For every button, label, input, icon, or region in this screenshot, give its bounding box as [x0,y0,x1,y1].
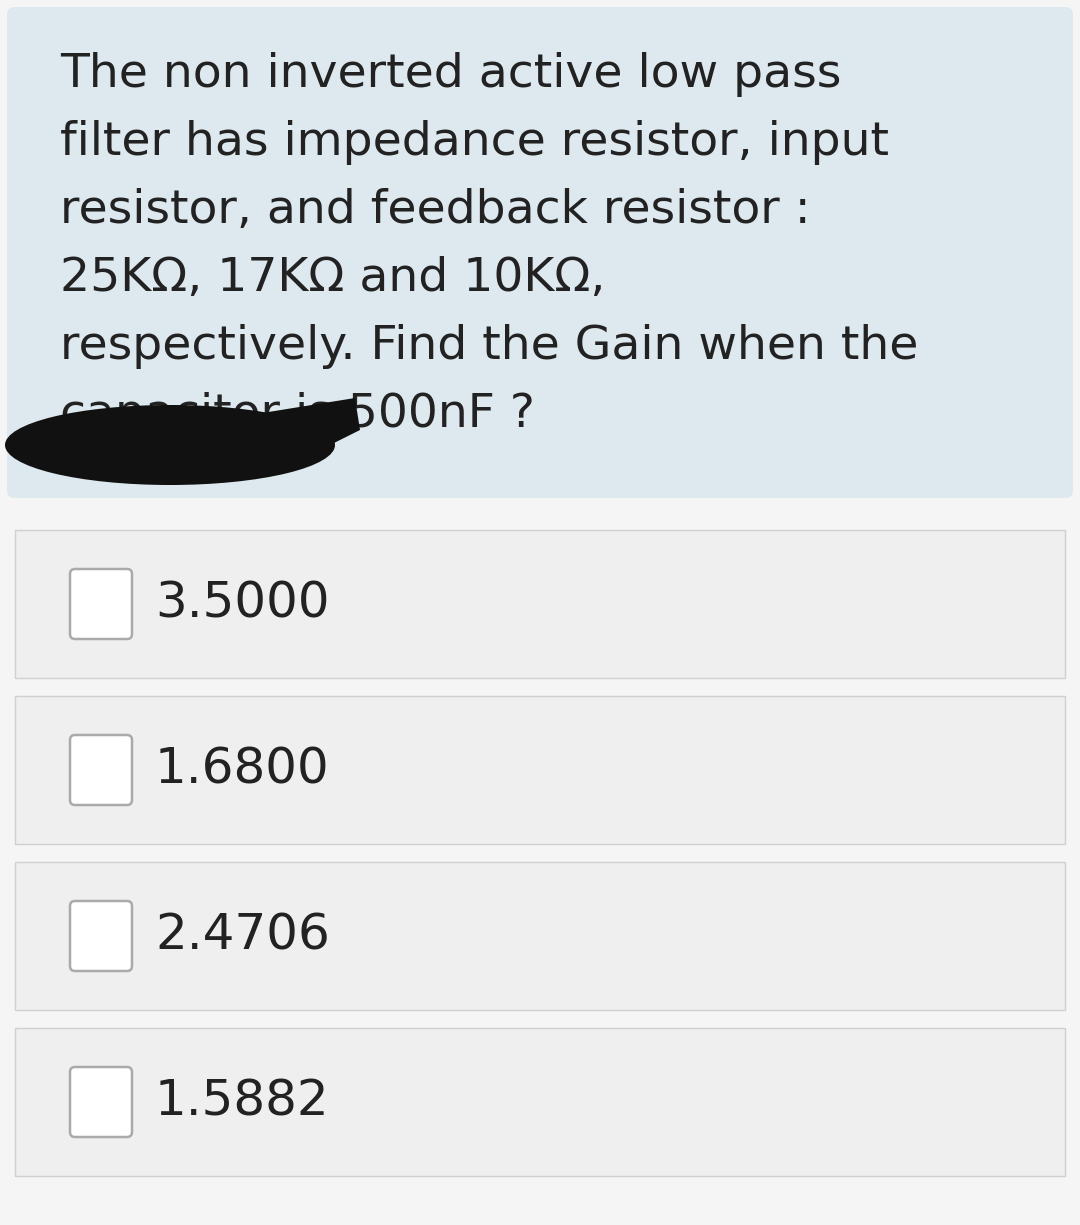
Text: respectively. Find the Gain when the: respectively. Find the Gain when the [60,323,918,369]
FancyBboxPatch shape [15,1028,1065,1176]
FancyBboxPatch shape [70,568,132,639]
Text: The non inverted active low pass: The non inverted active low pass [60,51,841,97]
FancyBboxPatch shape [15,696,1065,844]
Polygon shape [249,398,360,445]
Text: filter has impedance resistor, input: filter has impedance resistor, input [60,120,889,165]
FancyBboxPatch shape [70,902,132,971]
Text: resistor, and feedback resistor :: resistor, and feedback resistor : [60,187,811,233]
Text: 1.5882: 1.5882 [156,1078,329,1126]
FancyBboxPatch shape [6,7,1074,499]
FancyBboxPatch shape [15,530,1065,677]
Text: 25KΩ, 17KΩ and 10KΩ,: 25KΩ, 17KΩ and 10KΩ, [60,256,606,301]
Text: 2.4706: 2.4706 [156,911,329,960]
FancyBboxPatch shape [70,1067,132,1137]
Ellipse shape [5,405,335,485]
FancyBboxPatch shape [70,735,132,805]
Text: 1.6800: 1.6800 [156,746,329,794]
Text: 3.5000: 3.5000 [156,579,329,628]
FancyBboxPatch shape [15,862,1065,1009]
Text: capacitor is 500nF ?: capacitor is 500nF ? [60,392,535,437]
